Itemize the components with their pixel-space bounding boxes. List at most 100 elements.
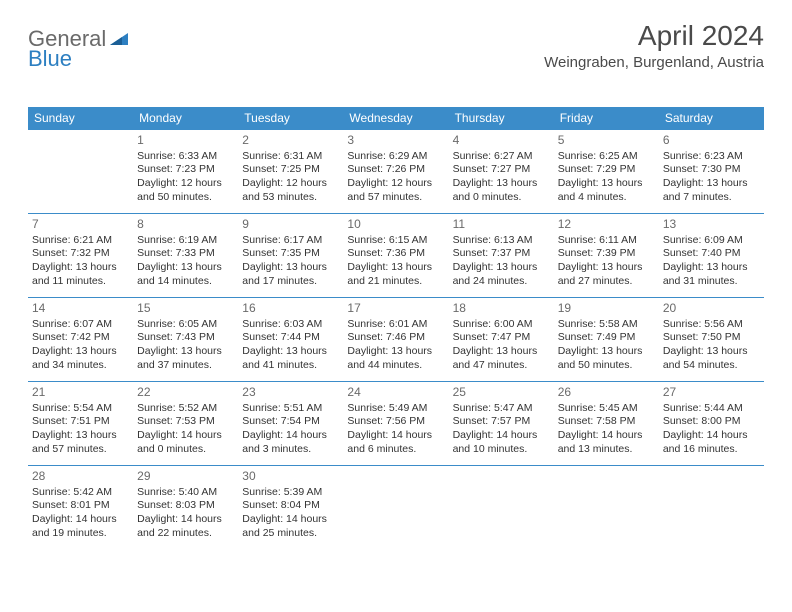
calendar-cell: 24Sunrise: 5:49 AMSunset: 7:56 PMDayligh… [343, 382, 448, 466]
day2-text: and 13 minutes. [558, 443, 655, 457]
day-number: 7 [32, 217, 129, 233]
calendar-cell: 26Sunrise: 5:45 AMSunset: 7:58 PMDayligh… [554, 382, 659, 466]
day-number: 1 [137, 133, 234, 149]
sunrise-text: Sunrise: 6:23 AM [663, 150, 760, 164]
day1-text: Daylight: 14 hours [663, 429, 760, 443]
day2-text: and 19 minutes. [32, 527, 129, 541]
sunset-text: Sunset: 7:50 PM [663, 331, 760, 345]
calendar-head: Sunday Monday Tuesday Wednesday Thursday… [28, 107, 764, 130]
day1-text: Daylight: 12 hours [242, 177, 339, 191]
day1-text: Daylight: 13 hours [347, 345, 444, 359]
sunrise-text: Sunrise: 6:05 AM [137, 318, 234, 332]
day2-text: and 11 minutes. [32, 275, 129, 289]
day1-text: Daylight: 13 hours [137, 345, 234, 359]
sunset-text: Sunset: 7:39 PM [558, 247, 655, 261]
calendar-cell: 27Sunrise: 5:44 AMSunset: 8:00 PMDayligh… [659, 382, 764, 466]
calendar-cell [554, 466, 659, 550]
calendar-cell: 13Sunrise: 6:09 AMSunset: 7:40 PMDayligh… [659, 214, 764, 298]
day-number: 14 [32, 301, 129, 317]
sunset-text: Sunset: 7:29 PM [558, 163, 655, 177]
calendar-week-row: 21Sunrise: 5:54 AMSunset: 7:51 PMDayligh… [28, 382, 764, 466]
sunrise-text: Sunrise: 5:47 AM [453, 402, 550, 416]
day-header: Wednesday [343, 107, 448, 130]
day-number: 18 [453, 301, 550, 317]
day-number: 17 [347, 301, 444, 317]
sunset-text: Sunset: 7:42 PM [32, 331, 129, 345]
calendar-cell: 6Sunrise: 6:23 AMSunset: 7:30 PMDaylight… [659, 130, 764, 214]
day-number: 10 [347, 217, 444, 233]
day1-text: Daylight: 13 hours [663, 261, 760, 275]
day1-text: Daylight: 13 hours [558, 345, 655, 359]
sunset-text: Sunset: 7:56 PM [347, 415, 444, 429]
sunset-text: Sunset: 8:04 PM [242, 499, 339, 513]
calendar-cell: 3Sunrise: 6:29 AMSunset: 7:26 PMDaylight… [343, 130, 448, 214]
calendar-cell: 11Sunrise: 6:13 AMSunset: 7:37 PMDayligh… [449, 214, 554, 298]
day-header: Tuesday [238, 107, 343, 130]
sunrise-text: Sunrise: 6:29 AM [347, 150, 444, 164]
day-number: 27 [663, 385, 760, 401]
day-number: 9 [242, 217, 339, 233]
day1-text: Daylight: 13 hours [558, 177, 655, 191]
calendar-cell [343, 466, 448, 550]
day2-text: and 41 minutes. [242, 359, 339, 373]
sunrise-text: Sunrise: 6:27 AM [453, 150, 550, 164]
day1-text: Daylight: 14 hours [453, 429, 550, 443]
day2-text: and 22 minutes. [137, 527, 234, 541]
day-header: Friday [554, 107, 659, 130]
sunrise-text: Sunrise: 6:31 AM [242, 150, 339, 164]
day1-text: Daylight: 13 hours [453, 261, 550, 275]
sunset-text: Sunset: 8:00 PM [663, 415, 760, 429]
day1-text: Daylight: 13 hours [558, 261, 655, 275]
day1-text: Daylight: 13 hours [347, 261, 444, 275]
calendar-cell: 5Sunrise: 6:25 AMSunset: 7:29 PMDaylight… [554, 130, 659, 214]
day2-text: and 50 minutes. [137, 191, 234, 205]
calendar-cell: 14Sunrise: 6:07 AMSunset: 7:42 PMDayligh… [28, 298, 133, 382]
day-number: 12 [558, 217, 655, 233]
day2-text: and 44 minutes. [347, 359, 444, 373]
sunrise-text: Sunrise: 5:52 AM [137, 402, 234, 416]
day1-text: Daylight: 13 hours [453, 345, 550, 359]
sunset-text: Sunset: 7:49 PM [558, 331, 655, 345]
day-header: Thursday [449, 107, 554, 130]
day-number: 4 [453, 133, 550, 149]
sunset-text: Sunset: 7:58 PM [558, 415, 655, 429]
month-title: April 2024 [544, 20, 764, 52]
calendar-cell [659, 466, 764, 550]
day2-text: and 53 minutes. [242, 191, 339, 205]
calendar-cell: 15Sunrise: 6:05 AMSunset: 7:43 PMDayligh… [133, 298, 238, 382]
day2-text: and 10 minutes. [453, 443, 550, 457]
sunset-text: Sunset: 8:03 PM [137, 499, 234, 513]
day2-text: and 0 minutes. [137, 443, 234, 457]
calendar-cell: 22Sunrise: 5:52 AMSunset: 7:53 PMDayligh… [133, 382, 238, 466]
sunrise-text: Sunrise: 5:40 AM [137, 486, 234, 500]
sunrise-text: Sunrise: 6:21 AM [32, 234, 129, 248]
day2-text: and 4 minutes. [558, 191, 655, 205]
sunrise-text: Sunrise: 5:44 AM [663, 402, 760, 416]
sunrise-text: Sunrise: 5:45 AM [558, 402, 655, 416]
title-block: April 2024 Weingraben, Burgenland, Austr… [544, 20, 764, 71]
sunset-text: Sunset: 7:35 PM [242, 247, 339, 261]
day2-text: and 16 minutes. [663, 443, 760, 457]
day1-text: Daylight: 13 hours [242, 345, 339, 359]
sunset-text: Sunset: 7:23 PM [137, 163, 234, 177]
sunrise-text: Sunrise: 6:15 AM [347, 234, 444, 248]
calendar-cell [449, 466, 554, 550]
sunrise-text: Sunrise: 5:56 AM [663, 318, 760, 332]
sunrise-text: Sunrise: 6:17 AM [242, 234, 339, 248]
day1-text: Daylight: 14 hours [558, 429, 655, 443]
sunset-text: Sunset: 7:43 PM [137, 331, 234, 345]
day2-text: and 50 minutes. [558, 359, 655, 373]
day1-text: Daylight: 14 hours [32, 513, 129, 527]
day2-text: and 57 minutes. [32, 443, 129, 457]
calendar-cell: 10Sunrise: 6:15 AMSunset: 7:36 PMDayligh… [343, 214, 448, 298]
calendar-week-row: 7Sunrise: 6:21 AMSunset: 7:32 PMDaylight… [28, 214, 764, 298]
sunset-text: Sunset: 7:27 PM [453, 163, 550, 177]
calendar-cell: 20Sunrise: 5:56 AMSunset: 7:50 PMDayligh… [659, 298, 764, 382]
page-header: General April 2024 Weingraben, Burgenlan… [28, 20, 764, 71]
day-number: 15 [137, 301, 234, 317]
calendar-cell: 7Sunrise: 6:21 AMSunset: 7:32 PMDaylight… [28, 214, 133, 298]
day-number: 19 [558, 301, 655, 317]
day1-text: Daylight: 13 hours [32, 345, 129, 359]
sunrise-text: Sunrise: 6:07 AM [32, 318, 129, 332]
calendar-cell: 21Sunrise: 5:54 AMSunset: 7:51 PMDayligh… [28, 382, 133, 466]
